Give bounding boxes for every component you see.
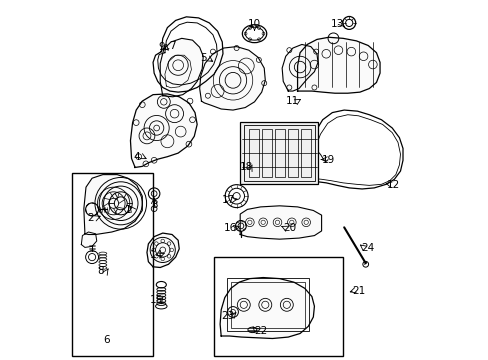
Text: 16: 16 — [223, 224, 236, 233]
Text: 4: 4 — [133, 152, 140, 162]
Polygon shape — [81, 232, 97, 247]
Text: 17: 17 — [221, 195, 235, 205]
Bar — [244, 125, 314, 181]
Bar — [301, 129, 310, 177]
Bar — [227, 278, 308, 331]
Text: 2: 2 — [87, 213, 94, 222]
Text: 6: 6 — [103, 334, 109, 345]
Text: 18: 18 — [239, 162, 252, 172]
Text: 24: 24 — [361, 243, 374, 253]
Text: 14: 14 — [150, 250, 163, 260]
Text: 19: 19 — [322, 155, 335, 165]
Polygon shape — [83, 175, 142, 234]
Text: 23: 23 — [221, 311, 235, 321]
Text: 15: 15 — [150, 295, 163, 305]
Text: 1: 1 — [124, 206, 131, 216]
Bar — [214, 257, 343, 356]
Polygon shape — [147, 233, 179, 267]
Polygon shape — [160, 39, 203, 97]
Text: 11: 11 — [285, 96, 299, 106]
Text: 7: 7 — [169, 41, 176, 50]
Bar — [240, 122, 318, 184]
Polygon shape — [199, 46, 265, 110]
Text: 22: 22 — [253, 325, 267, 336]
Bar — [230, 282, 305, 328]
Bar — [287, 129, 298, 177]
Bar — [248, 129, 258, 177]
Bar — [261, 129, 271, 177]
Polygon shape — [282, 44, 317, 91]
Polygon shape — [240, 206, 321, 239]
Text: 9: 9 — [158, 42, 164, 52]
Text: 3: 3 — [150, 200, 157, 210]
Text: 20: 20 — [282, 224, 295, 233]
Bar — [72, 173, 153, 356]
Text: 21: 21 — [352, 286, 365, 296]
Polygon shape — [130, 94, 197, 167]
Polygon shape — [297, 37, 379, 93]
Text: 5: 5 — [200, 53, 206, 63]
Text: 10: 10 — [247, 19, 261, 29]
Text: 13: 13 — [330, 19, 343, 29]
Text: 8: 8 — [98, 266, 104, 276]
Text: 12: 12 — [386, 180, 399, 190]
Polygon shape — [220, 278, 314, 338]
Bar — [274, 129, 285, 177]
